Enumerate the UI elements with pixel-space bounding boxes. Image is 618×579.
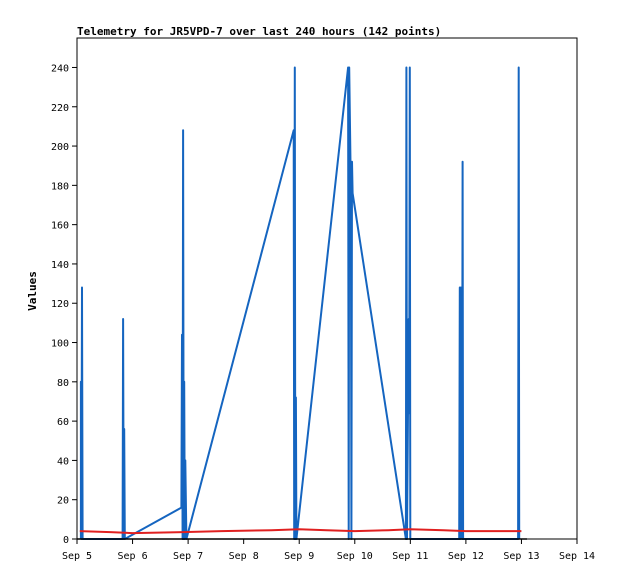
plot-area: [76, 37, 578, 540]
y-axis-label: Values: [26, 271, 39, 311]
x-tick-label: Sep 9: [284, 551, 314, 562]
x-tick-label: Sep 10: [337, 551, 373, 562]
x-tick-label: Sep 8: [229, 551, 259, 562]
y-axis-ticks: 0 20 40 60 80 100 120 140 160 180 200 220 240: [51, 63, 77, 546]
x-tick-label: Sep 11: [392, 551, 428, 562]
x-tick-label: Sep 5: [62, 551, 92, 562]
x-axis-ticks: Sep 5 Sep 6 Sep 7 Sep 8 Sep 9 Sep 10 Sep 11 Sep…: [62, 539, 595, 562]
y-tick-label: 20: [57, 496, 69, 507]
chart-title: Telemetry for JR5VPD-7 over last 240 hou…: [77, 25, 441, 38]
x-tick-label: Sep 7: [173, 551, 203, 562]
y-tick-label: 160: [51, 221, 69, 232]
x-tick-label: Sep 13: [503, 551, 539, 562]
y-tick-label: 100: [51, 339, 69, 350]
y-tick-label: 240: [51, 63, 69, 74]
y-tick-label: 180: [51, 181, 69, 192]
y-tick-label: 120: [51, 299, 69, 310]
x-tick-label: Sep 12: [448, 551, 484, 562]
series-line-2: [79, 528, 522, 535]
x-tick-label: Sep 14: [559, 551, 595, 562]
x-tick-label: Sep 6: [118, 551, 148, 562]
y-tick-label: 140: [51, 260, 69, 271]
plot-frame: [76, 37, 578, 540]
y-tick-label: 220: [51, 103, 69, 114]
y-tick-label: 60: [57, 417, 69, 428]
y-tick-label: 200: [51, 142, 69, 153]
y-tick-label: 40: [57, 456, 69, 467]
y-tick-label: 0: [63, 535, 69, 546]
y-tick-label: 80: [57, 378, 69, 389]
